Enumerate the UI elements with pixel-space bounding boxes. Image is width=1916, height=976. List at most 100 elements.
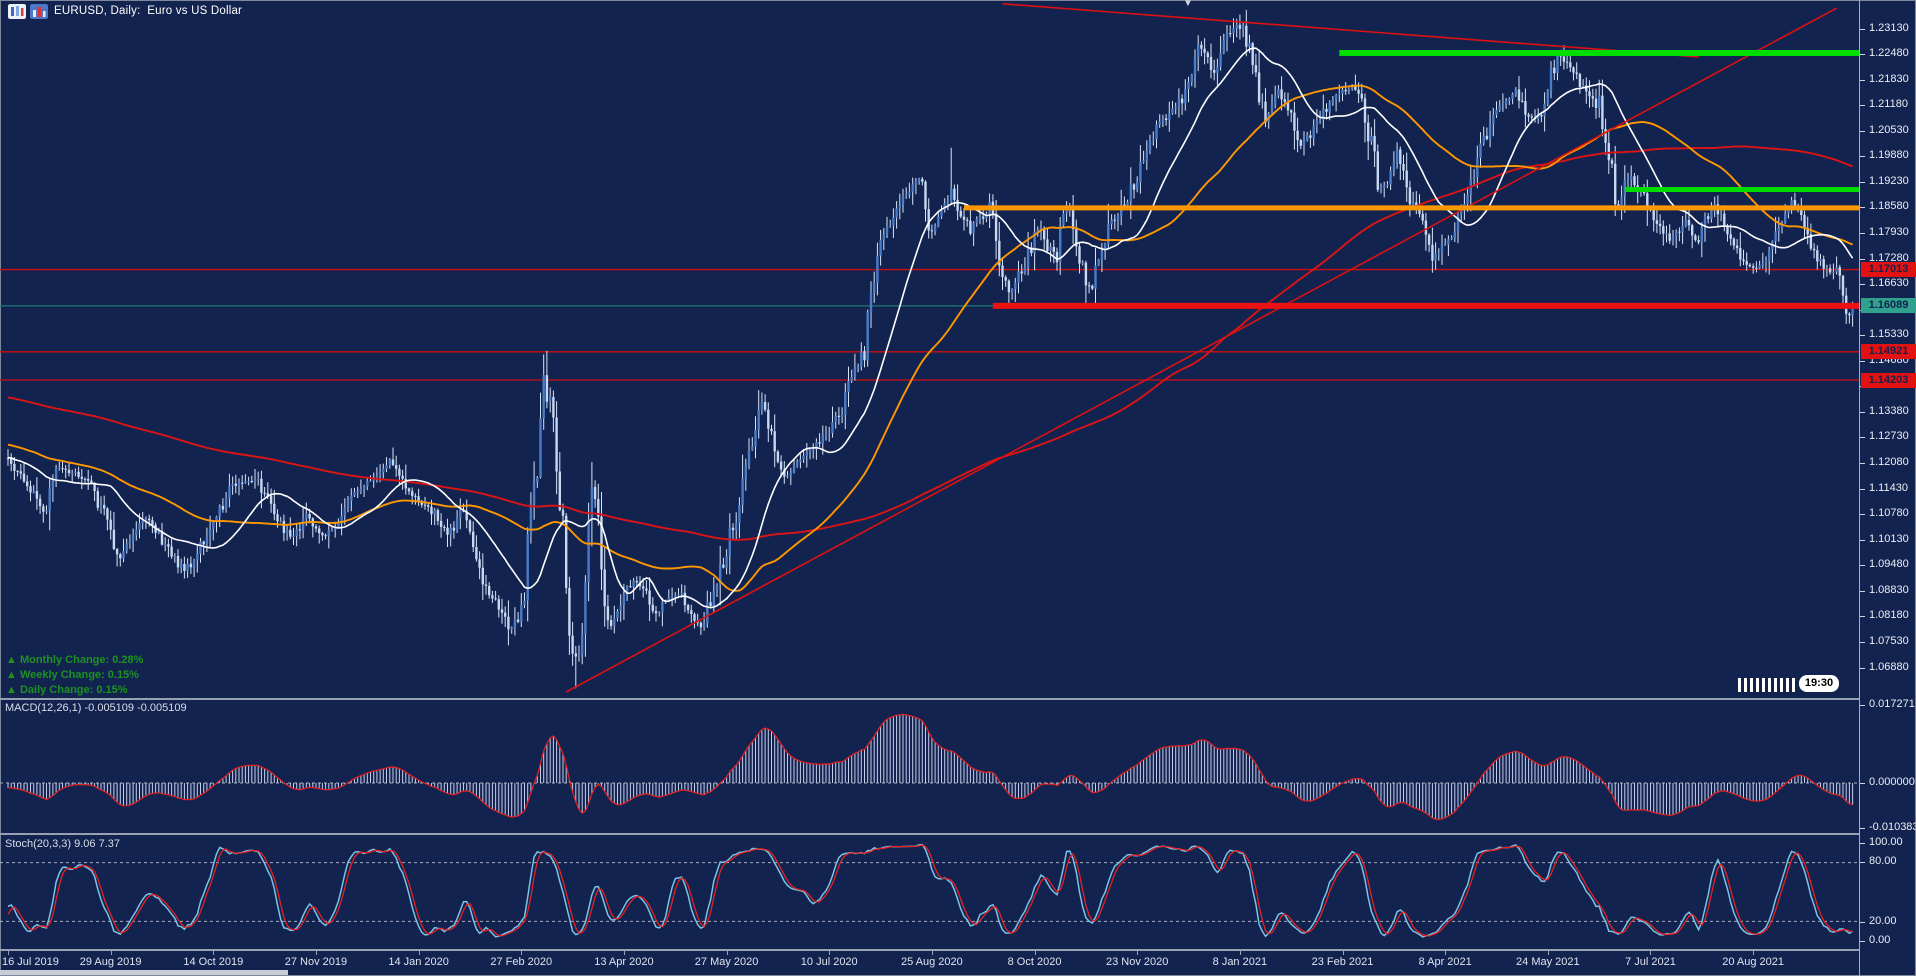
- price-axis-label: 1.19880: [1860, 149, 1909, 161]
- date-tick: [1342, 951, 1344, 955]
- panel-separator[interactable]: [0, 698, 1859, 700]
- bar-close-countdown: 19:30: [1799, 675, 1839, 692]
- daily-change: ▲ Daily Change: 0.15%: [6, 684, 128, 696]
- candlesticks-bear: [6, 24, 1851, 657]
- date-tick: [1547, 951, 1549, 955]
- date-tick: [1445, 951, 1447, 955]
- macd-label: MACD(12,26,1) -0.005109 -0.005109: [5, 702, 187, 714]
- date-tick: [521, 951, 523, 955]
- chart-title: EURUSD, Daily: Euro vs US Dollar: [54, 5, 243, 17]
- axis-tick: [1860, 463, 1865, 465]
- up-arrow-icon: ▲: [6, 654, 17, 666]
- stoch-signal-line: [7, 844, 1853, 937]
- axis-tick: [1860, 488, 1865, 490]
- macd-histogram: [7, 714, 1854, 820]
- date-axis-label: 23 Nov 2020: [1106, 956, 1169, 968]
- macd-axis-label: 0.000000: [1860, 776, 1915, 788]
- date-axis-label: 29 Aug 2019: [79, 956, 142, 968]
- price-chart[interactable]: [0, 0, 1859, 698]
- price-axis-label: 1.15330: [1860, 328, 1909, 340]
- axis-tick: [1860, 940, 1865, 942]
- axis-tick: [1860, 782, 1865, 784]
- up-arrow-icon: ▲: [6, 684, 17, 696]
- horizontal-scrollbar-thumb[interactable]: [0, 970, 288, 975]
- axis-tick: [1860, 156, 1865, 158]
- date-tick: [110, 951, 112, 955]
- moving-average-55[interactable]: [7, 84, 1853, 592]
- price-axis-label: 1.11430: [1860, 482, 1908, 494]
- axis-tick: [1860, 514, 1865, 516]
- price-tag: 1.16089: [1861, 298, 1916, 314]
- date-axis-label: 8 Apr 2021: [1418, 956, 1472, 968]
- chart-title-bar: EURUSD, Daily: Euro vs US Dollar: [0, 0, 1859, 26]
- up-arrow-icon: ▲: [6, 669, 17, 681]
- chart-shift-marker[interactable]: ▼: [1183, 0, 1193, 9]
- axis-tick: [1860, 79, 1865, 81]
- price-axis-label: 1.13380: [1860, 405, 1909, 417]
- date-axis-label: 7 Jul 2021: [1625, 956, 1676, 968]
- price-axis[interactable]: 1.23130 1.22480 1.21830 1.21180 1.20530 1.198…: [1859, 0, 1916, 976]
- date-tick: [1034, 951, 1036, 955]
- price-axis-label: 1.12730: [1860, 430, 1909, 442]
- stoch-axis-label: 20.00: [1860, 915, 1897, 927]
- stoch-label: Stoch(20,3,3) 9.06 7.37: [5, 838, 120, 850]
- trendline[interactable]: [565, 7, 1837, 693]
- axis-tick: [1860, 360, 1865, 362]
- weekly-change: ▲ Weekly Change: 0.15%: [6, 669, 139, 681]
- axis-tick: [1860, 565, 1865, 567]
- price-axis-label: 1.08180: [1860, 609, 1909, 621]
- candlestick-chart-icon: [8, 4, 26, 19]
- date-tick: [1239, 951, 1241, 955]
- price-tag: 1.14203: [1861, 372, 1916, 388]
- date-axis-label: 20 Aug 2021: [1722, 956, 1785, 968]
- macd-panel[interactable]: [0, 699, 1859, 833]
- date-axis-label: 23 Feb 2021: [1311, 956, 1374, 968]
- price-axis-label: 1.20530: [1860, 124, 1909, 136]
- trendline[interactable]: [1002, 3, 1699, 58]
- date-tick: [1753, 951, 1755, 955]
- date-tick: [213, 951, 215, 955]
- date-axis-label: 8 Jan 2021: [1212, 956, 1268, 968]
- price-axis-label: 1.22480: [1860, 47, 1909, 59]
- axis-tick: [1860, 667, 1865, 669]
- date-tick: [315, 951, 317, 955]
- moving-average-20[interactable]: [7, 47, 1854, 609]
- date-tick: [418, 951, 420, 955]
- stochastic-panel[interactable]: [0, 835, 1859, 950]
- price-axis-label: 1.08830: [1860, 584, 1909, 596]
- date-axis-label: 27 Nov 2019: [284, 956, 348, 968]
- countdown-progress-stripes: [1738, 678, 1795, 692]
- date-tick: [8, 951, 9, 955]
- axis-tick: [1860, 641, 1865, 643]
- panel-separator: [0, 949, 1859, 951]
- axis-tick: [1860, 28, 1865, 30]
- axis-tick: [1860, 411, 1865, 413]
- candle-wicks: [7, 9, 1854, 689]
- axis-tick: [1860, 232, 1865, 234]
- date-axis[interactable]: 16 Jul 2019 29 Aug 2019 14 Oct 2019 27 Nov …: [0, 951, 1859, 976]
- axis-tick: [1860, 616, 1865, 618]
- axis-tick: [1860, 842, 1865, 844]
- stoch-main-line: [7, 843, 1854, 938]
- date-tick: [1650, 951, 1652, 955]
- axis-tick: [1860, 181, 1865, 183]
- axis-tick: [1860, 861, 1865, 863]
- candlesticks-bull: [32, 24, 1854, 657]
- monthly-change: ▲ Monthly Change: 0.28%: [6, 654, 144, 666]
- date-axis-label: 13 Apr 2020: [594, 956, 654, 968]
- price-axis-label: 1.17930: [1860, 226, 1909, 238]
- axis-tick: [1860, 827, 1865, 829]
- date-tick: [931, 951, 933, 955]
- macd-signal-line: [7, 713, 1853, 821]
- date-axis-label: 25 Aug 2020: [900, 956, 963, 968]
- price-axis-label: 1.16630: [1860, 277, 1909, 289]
- date-tick: [1137, 951, 1139, 955]
- panel-separator[interactable]: [0, 833, 1859, 835]
- date-axis-label: 8 Oct 2020: [1007, 956, 1062, 968]
- macd-axis-label: -0.010383: [1860, 821, 1916, 833]
- price-tag: 1.17013: [1861, 262, 1916, 278]
- price-axis-label: 1.17280: [1860, 252, 1909, 264]
- date-axis-label: 16 Jul 2019: [2, 956, 59, 968]
- date-axis-label: 10 Jul 2020: [800, 956, 858, 968]
